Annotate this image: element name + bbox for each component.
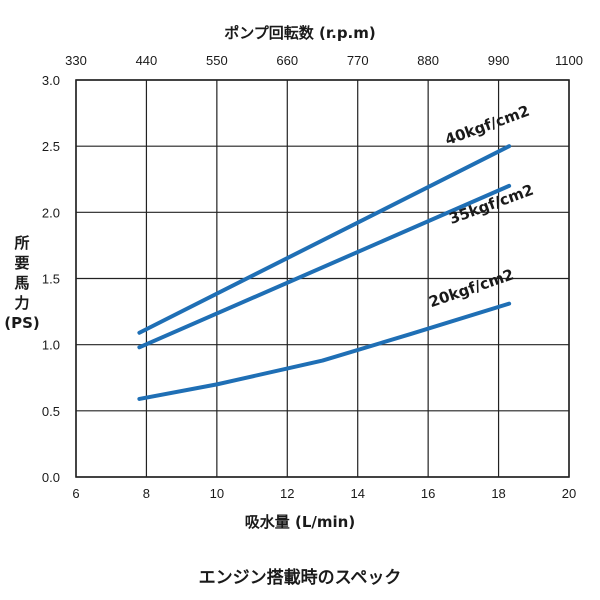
x-tick-label: 20 (562, 486, 576, 501)
tick-labels: 6 330 8 440 10 550 12 660 14 770 16 880 18 990 20 1100 0… (42, 53, 583, 501)
x-tick-label: 16 (421, 486, 435, 501)
grid (75, 79, 570, 478)
top-tick-label: 880 (417, 53, 439, 68)
top-tick-label: 990 (488, 53, 510, 68)
x-tick-label: 6 (72, 486, 79, 501)
series-line (137, 183, 512, 350)
y-axis-title-char: 所 (14, 234, 29, 252)
chart-caption: エンジン搭載時のスペック (199, 567, 402, 588)
top-tick-label: 440 (136, 53, 158, 68)
x-tick-label: 10 (210, 486, 224, 501)
y-axis-title-char: 要 (14, 254, 29, 272)
y-tick-label: 1.5 (42, 272, 60, 287)
series-line (137, 301, 512, 401)
y-tick-label: 0.0 (42, 470, 60, 485)
y-axis-title-char: (PS) (4, 314, 40, 332)
y-tick-label: 0.5 (42, 404, 60, 419)
y-tick-label: 2.5 (42, 139, 60, 154)
top-tick-label: 330 (65, 53, 87, 68)
y-tick-label: 2.0 (42, 205, 60, 220)
series-label: 40kgf/cm2 (443, 102, 532, 149)
top-axis-title: ポンプ回転数 (r.p.m) (224, 24, 376, 42)
y-axis-title-char: 力 (14, 294, 29, 312)
top-tick-label: 660 (276, 53, 298, 68)
y-tick-label: 1.0 (42, 338, 60, 353)
plot-frame (75, 79, 570, 478)
x-tick-label: 14 (350, 486, 364, 501)
x-tick-label: 8 (143, 486, 150, 501)
y-axis-title-char: 馬 (14, 274, 29, 292)
top-tick-label: 770 (347, 53, 369, 68)
series-label: 35kgf/cm2 (447, 181, 536, 228)
y-tick-label: 3.0 (42, 73, 60, 88)
x-tick-label: 18 (491, 486, 505, 501)
x-axis-title: 吸水量 (L/min) (245, 513, 355, 531)
top-tick-label: 1100 (555, 53, 583, 68)
series-line (137, 144, 512, 335)
x-tick-label: 12 (280, 486, 294, 501)
top-tick-label: 550 (206, 53, 228, 68)
